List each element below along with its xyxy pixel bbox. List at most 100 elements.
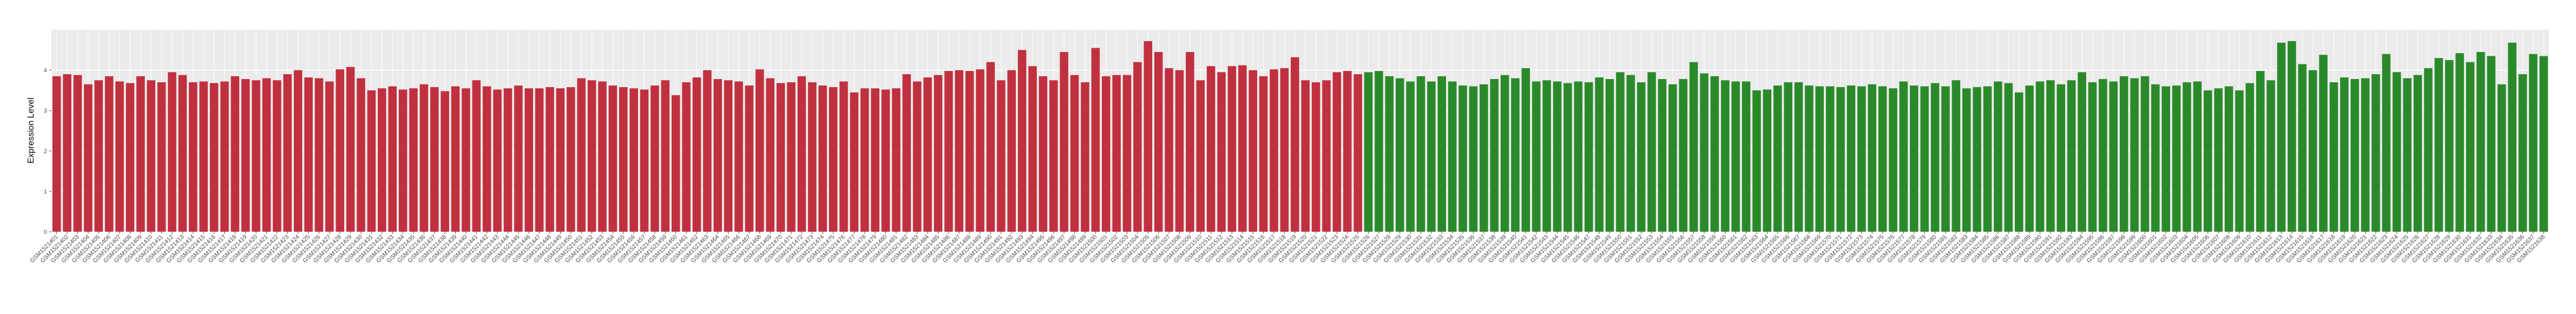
bar (2476, 52, 2485, 232)
bar (126, 83, 135, 232)
bar (2130, 78, 2139, 232)
bar (2434, 58, 2443, 232)
y-tick-label: 1 (44, 188, 47, 195)
bar (944, 71, 953, 232)
bar (2193, 81, 2202, 232)
bar (871, 88, 879, 232)
bar (2046, 80, 2055, 232)
bar (1007, 70, 1016, 232)
bar (1060, 52, 1068, 232)
bar (1668, 84, 1677, 232)
bar (2361, 78, 2370, 232)
bar (462, 88, 470, 232)
bar (283, 74, 292, 232)
bar (1448, 81, 1457, 232)
bar (1196, 80, 1205, 232)
bar (860, 88, 869, 232)
bar (912, 81, 922, 232)
bar (1175, 70, 1184, 232)
bar (1500, 75, 1509, 232)
bar (619, 87, 628, 232)
bar (2413, 75, 2422, 232)
bar (2288, 41, 2296, 232)
bar (2308, 70, 2317, 232)
bar (1154, 52, 1163, 232)
bar (1375, 71, 1383, 232)
bar (2371, 74, 2380, 232)
bar (1930, 83, 1940, 232)
bar (1511, 78, 1520, 232)
bar (1133, 62, 1142, 232)
bar (1280, 68, 1289, 232)
bar (1017, 50, 1027, 232)
bar (650, 85, 659, 232)
bar (357, 78, 365, 232)
bar (2529, 54, 2538, 232)
bar (220, 81, 229, 232)
bar (398, 89, 408, 232)
bar (808, 82, 817, 232)
bar (2455, 53, 2464, 232)
bar (556, 88, 565, 232)
bar (818, 85, 827, 232)
bar (1616, 72, 1625, 232)
bar (965, 71, 974, 232)
bar (2204, 90, 2212, 232)
bar (2035, 81, 2045, 232)
bar (325, 81, 334, 232)
bar (692, 77, 701, 232)
y-tick-label: 4 (44, 68, 47, 74)
bar (189, 82, 198, 232)
bar (63, 74, 71, 232)
bar (104, 76, 114, 232)
bar (1825, 86, 1835, 232)
bar (1951, 80, 1961, 232)
bar (157, 82, 166, 232)
bar (241, 79, 250, 232)
bar (168, 72, 176, 232)
bar (608, 85, 617, 232)
bar (1700, 73, 1708, 232)
bar (1773, 85, 1782, 232)
bar (1165, 68, 1173, 232)
bar (577, 78, 586, 232)
bar (2245, 83, 2255, 232)
bar (503, 88, 512, 232)
bar (252, 80, 260, 232)
bar (1857, 86, 1866, 232)
bar (1521, 68, 1530, 232)
bar (1994, 81, 2002, 232)
bar (745, 85, 754, 232)
bar (1553, 81, 1562, 232)
bar (2015, 92, 2023, 232)
bar (367, 90, 376, 232)
bar (1416, 76, 1425, 232)
bar (1332, 72, 1342, 232)
bar (2487, 56, 2496, 232)
bar (441, 91, 449, 232)
bar (955, 70, 964, 232)
bar (787, 82, 796, 232)
bar (482, 86, 491, 232)
bar (567, 87, 575, 232)
bar (2319, 55, 2328, 232)
bar (2424, 68, 2433, 232)
bar (1385, 76, 1394, 232)
y-tick-label: 0 (44, 229, 47, 236)
bar (2518, 74, 2527, 232)
bar (84, 84, 93, 232)
bar (199, 81, 208, 232)
bar (346, 67, 355, 232)
bar (1248, 70, 1257, 232)
bar (2340, 77, 2349, 232)
bar (2382, 54, 2391, 232)
bar (1091, 48, 1100, 232)
bar (850, 92, 859, 232)
bar (1878, 86, 1887, 232)
bar (2466, 62, 2475, 232)
bar (115, 81, 124, 232)
bar (1595, 77, 1604, 232)
bar (934, 75, 943, 232)
bar (136, 76, 145, 232)
bar (2214, 88, 2223, 232)
